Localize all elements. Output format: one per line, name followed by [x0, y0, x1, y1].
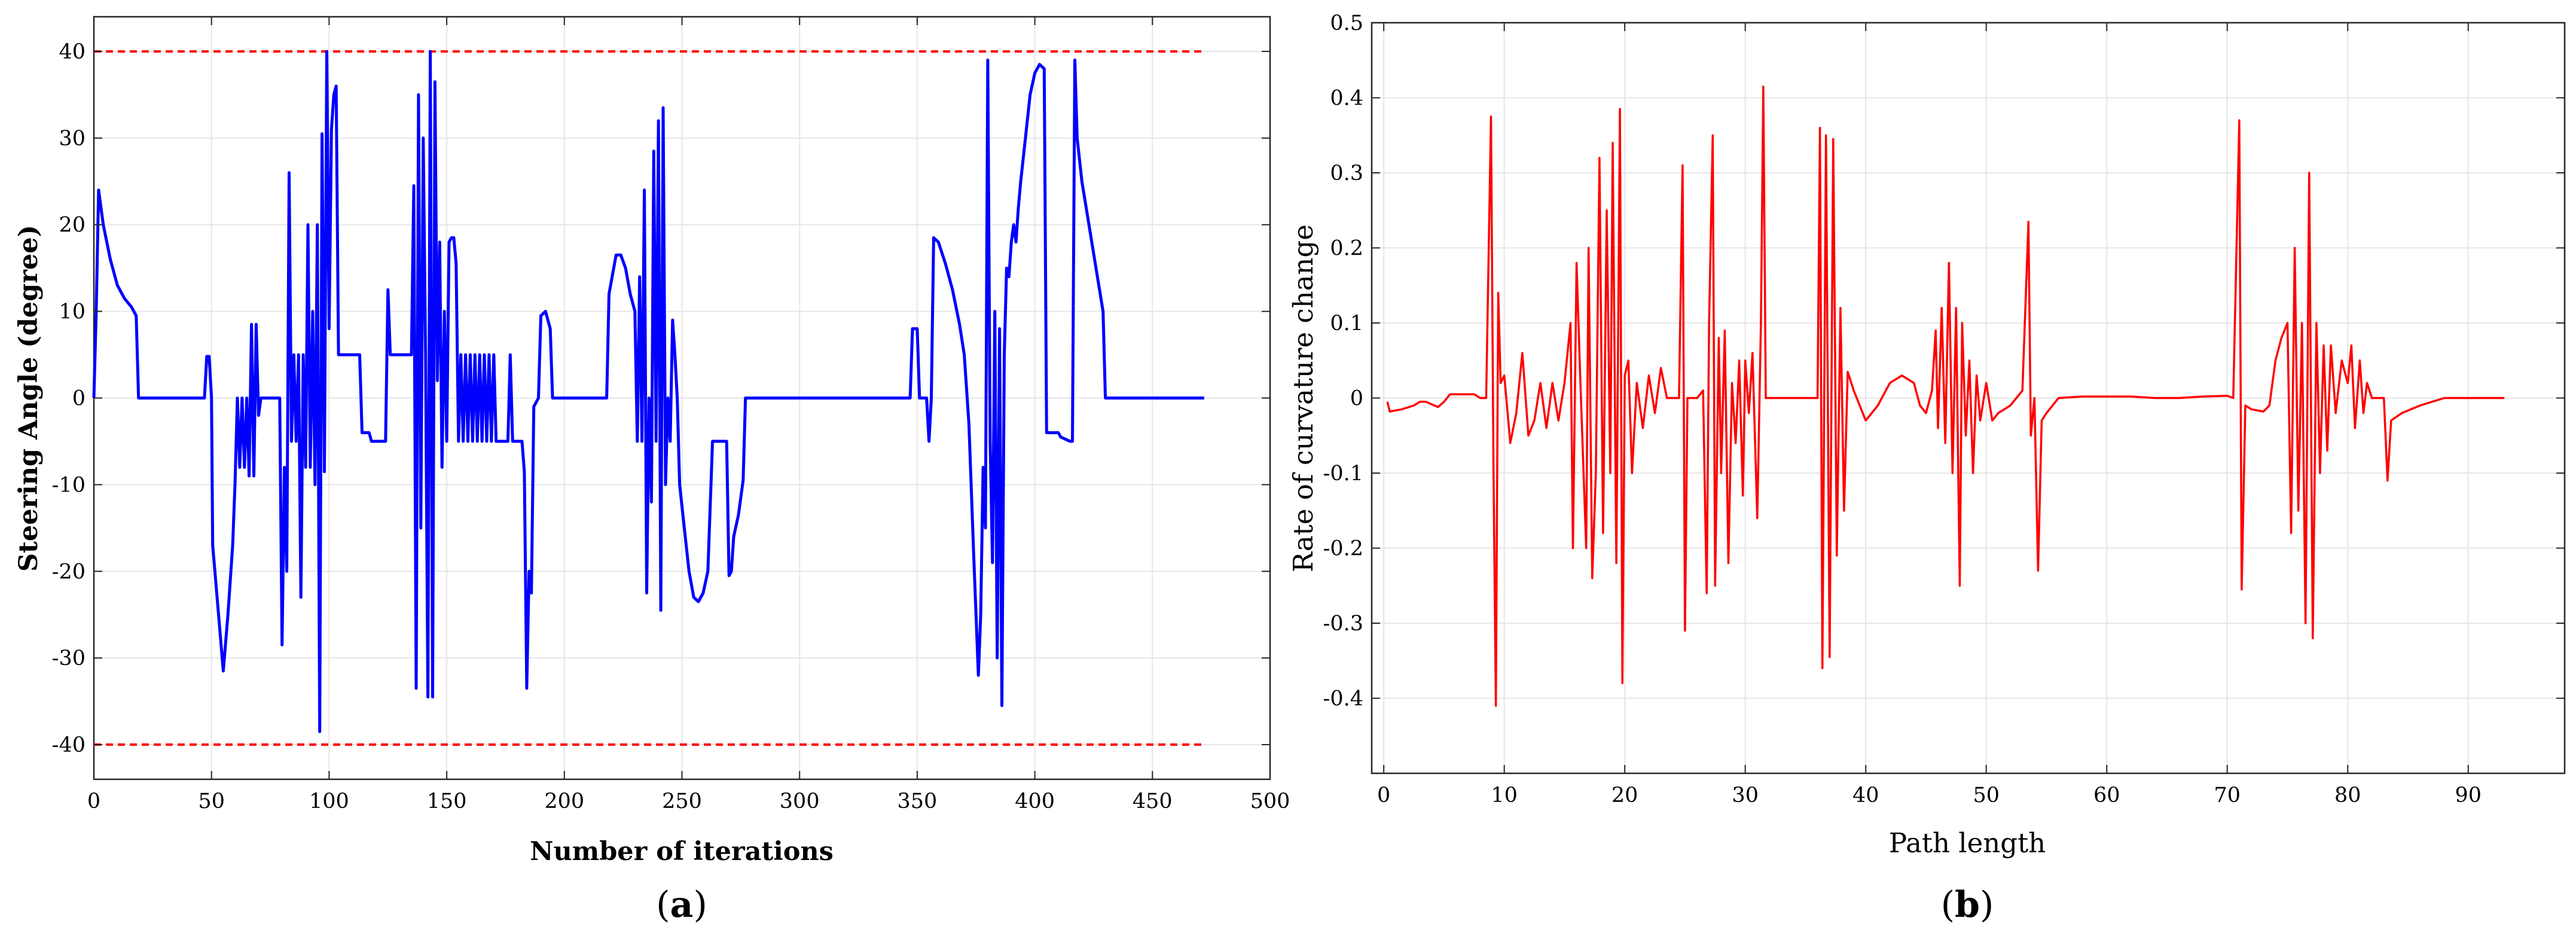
chart-a-series — [92, 50, 1204, 733]
series-line — [1386, 85, 2505, 707]
x-tick-label: 50 — [198, 789, 225, 813]
y-tick-label: 10 — [59, 300, 86, 324]
y-tick-label: 20 — [59, 214, 86, 237]
chart-a-y-axis-label: Steering Angle (degree) — [14, 225, 44, 572]
chart-a-x-axis-label: Number of iterations — [530, 837, 834, 867]
y-tick-label: -10 — [52, 473, 86, 497]
x-tick-label: 10 — [1491, 783, 1518, 807]
chart-a-reference-lines — [94, 50, 1204, 746]
x-tick-label: 30 — [1732, 783, 1759, 807]
x-tick-label: 40 — [1852, 783, 1879, 807]
y-tick-label: -0.2 — [1323, 537, 1364, 561]
y-tick-label: 0 — [1350, 387, 1363, 411]
chart-b-x-axis-label: Path length — [1889, 827, 2046, 859]
y-tick-label: 30 — [59, 127, 86, 151]
y-tick-label: 0.1 — [1330, 312, 1363, 336]
chart-a-x-ticks: 0 50 100 150 200 250 300 350 400 450 500 — [87, 17, 1290, 813]
y-tick-label: 0 — [72, 387, 86, 411]
x-tick-label: 90 — [2455, 783, 2482, 807]
x-tick-label: 300 — [780, 789, 820, 813]
y-tick-label: 0.5 — [1330, 11, 1363, 35]
y-tick-label: 0.4 — [1330, 87, 1363, 111]
series-line — [92, 50, 1204, 733]
y-tick-label: -0.4 — [1323, 687, 1364, 711]
x-tick-label: 150 — [427, 789, 467, 813]
x-tick-label: 60 — [2093, 783, 2120, 807]
chart-a-panel-letter: a — [670, 884, 694, 926]
y-tick-label: -0.3 — [1323, 612, 1364, 636]
chart-b-series — [1386, 85, 2505, 707]
y-tick-label: -40 — [52, 733, 86, 757]
y-tick-label: 0.2 — [1330, 237, 1363, 261]
x-tick-label: 0 — [1377, 783, 1390, 807]
chart-panel-b: 0 10 20 30 40 50 60 70 80 90 -0.4 -0.3 -0.2 -0.1 0 0.1… — [1287, 11, 2566, 926]
x-tick-label: 50 — [1973, 783, 2000, 807]
chart-b-x-ticks: 0 10 20 30 40 50 60 70 80 90 — [1377, 23, 2482, 807]
y-tick-label: 40 — [59, 40, 86, 64]
y-tick-label: 0.3 — [1330, 161, 1363, 185]
chart-b-panel-label: (b) — [1941, 884, 1994, 926]
x-tick-label: 0 — [87, 789, 100, 813]
chart-b-y-axis-label: Rate of curvature change — [1287, 224, 1319, 572]
y-tick-label: -20 — [52, 560, 86, 584]
x-tick-label: 200 — [544, 789, 584, 813]
x-tick-label: 80 — [2334, 783, 2361, 807]
chart-b-panel-letter: b — [1955, 884, 1980, 926]
chart-a-y-ticks: -40 -30 -20 -10 0 10 20 30 40 — [52, 40, 1270, 757]
x-tick-label: 100 — [309, 789, 349, 813]
y-tick-label: -30 — [52, 647, 86, 670]
x-tick-label: 500 — [1250, 789, 1290, 813]
x-tick-label: 250 — [662, 789, 702, 813]
chart-a-panel-label: (a) — [656, 884, 707, 926]
x-tick-label: 400 — [1015, 789, 1055, 813]
x-tick-label: 70 — [2214, 783, 2241, 807]
chart-panel-a: 0 50 100 150 200 250 300 350 400 450 500 -40-30-20… — [14, 16, 1290, 926]
x-tick-label: 350 — [897, 789, 937, 813]
x-tick-label: 450 — [1133, 789, 1173, 813]
y-tick-label: -0.1 — [1323, 462, 1364, 486]
x-tick-label: 20 — [1611, 783, 1638, 807]
chart-b-y-ticks: -0.4 -0.3 -0.2 -0.1 0 0.1 0.2 0.3 0.4 0.5 — [1323, 11, 2565, 711]
